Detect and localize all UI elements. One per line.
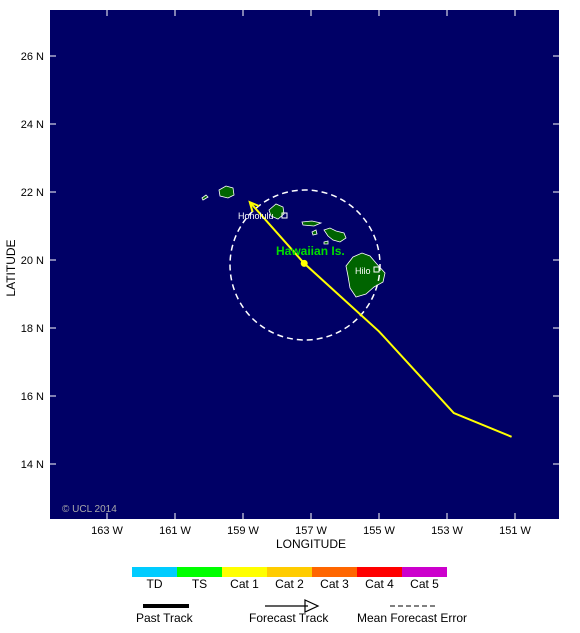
forecast-track-arrowhead-icon <box>248 200 260 213</box>
legend-label: TS <box>191 577 208 591</box>
legend-swatch <box>222 567 267 577</box>
y-tick-label: 26 N <box>21 51 44 63</box>
legend-swatch <box>357 567 402 577</box>
x-tick-label: 151 W <box>499 525 531 537</box>
x-tick-label: 161 W <box>159 525 191 537</box>
legend-swatch <box>312 567 357 577</box>
legend-label: Cat 5 <box>410 577 439 591</box>
city-label-honolulu: Honolulu <box>238 211 274 221</box>
island-niihau <box>201 194 209 201</box>
legend-swatch <box>402 567 447 577</box>
legend-label: Cat 2 <box>275 577 304 591</box>
past-track-label: Past Track <box>136 611 193 625</box>
legend-swatch <box>132 567 177 577</box>
forecast-track-label: Forecast Track <box>249 611 329 625</box>
x-tick-label: 159 W <box>227 525 259 537</box>
hawaiian-islands <box>201 185 386 298</box>
island-lanai <box>311 229 318 236</box>
mean-forecast-error-label: Mean Forecast Error <box>357 611 468 625</box>
honolulu-marker-icon <box>281 212 288 219</box>
x-tick-label: 153 W <box>431 525 463 537</box>
y-axis-ticks: 26 N 24 N 22 N 20 N 18 N 16 N 14 N <box>21 51 559 471</box>
legend-swatch <box>177 567 222 577</box>
legend-label: Cat 3 <box>320 577 349 591</box>
mean-error-circle <box>229 189 381 341</box>
y-tick-label: 24 N <box>21 119 44 131</box>
x-tick-label: 163 W <box>91 525 123 537</box>
y-axis-title: LATITUDE <box>4 239 18 296</box>
y-tick-label: 18 N <box>21 323 44 335</box>
y-tick-label: 16 N <box>21 391 44 403</box>
y-tick-label: 14 N <box>21 459 44 471</box>
city-label-hilo: Hilo <box>355 266 371 276</box>
forecast-track-line <box>249 201 512 438</box>
x-tick-label: 155 W <box>363 525 395 537</box>
legend-label: Cat 1 <box>230 577 259 591</box>
current-position-marker <box>300 259 308 267</box>
island-hawaii <box>345 252 386 298</box>
island-molokai <box>301 220 323 227</box>
hilo-marker-icon <box>373 266 380 273</box>
legend-swatch <box>267 567 312 577</box>
x-tick-label: 157 W <box>295 525 327 537</box>
island-maui <box>323 227 347 243</box>
x-axis-title: LONGITUDE <box>276 537 346 551</box>
y-tick-label: 20 N <box>21 255 44 267</box>
x-axis-ticks: 163 W 161 W 159 W 157 W 155 W 153 W 151 W <box>91 10 532 537</box>
legend-label: Cat 4 <box>365 577 394 591</box>
legend-label: TD <box>146 577 163 591</box>
copyright-text: © UCL 2014 <box>62 504 117 515</box>
island-oahu <box>268 203 285 220</box>
forecast-arrow-icon <box>304 599 320 613</box>
island-kahoolawe <box>323 240 329 245</box>
island-kauai <box>218 185 235 199</box>
region-label: Hawaiian Is. <box>276 244 345 258</box>
y-tick-label: 22 N <box>21 187 44 199</box>
